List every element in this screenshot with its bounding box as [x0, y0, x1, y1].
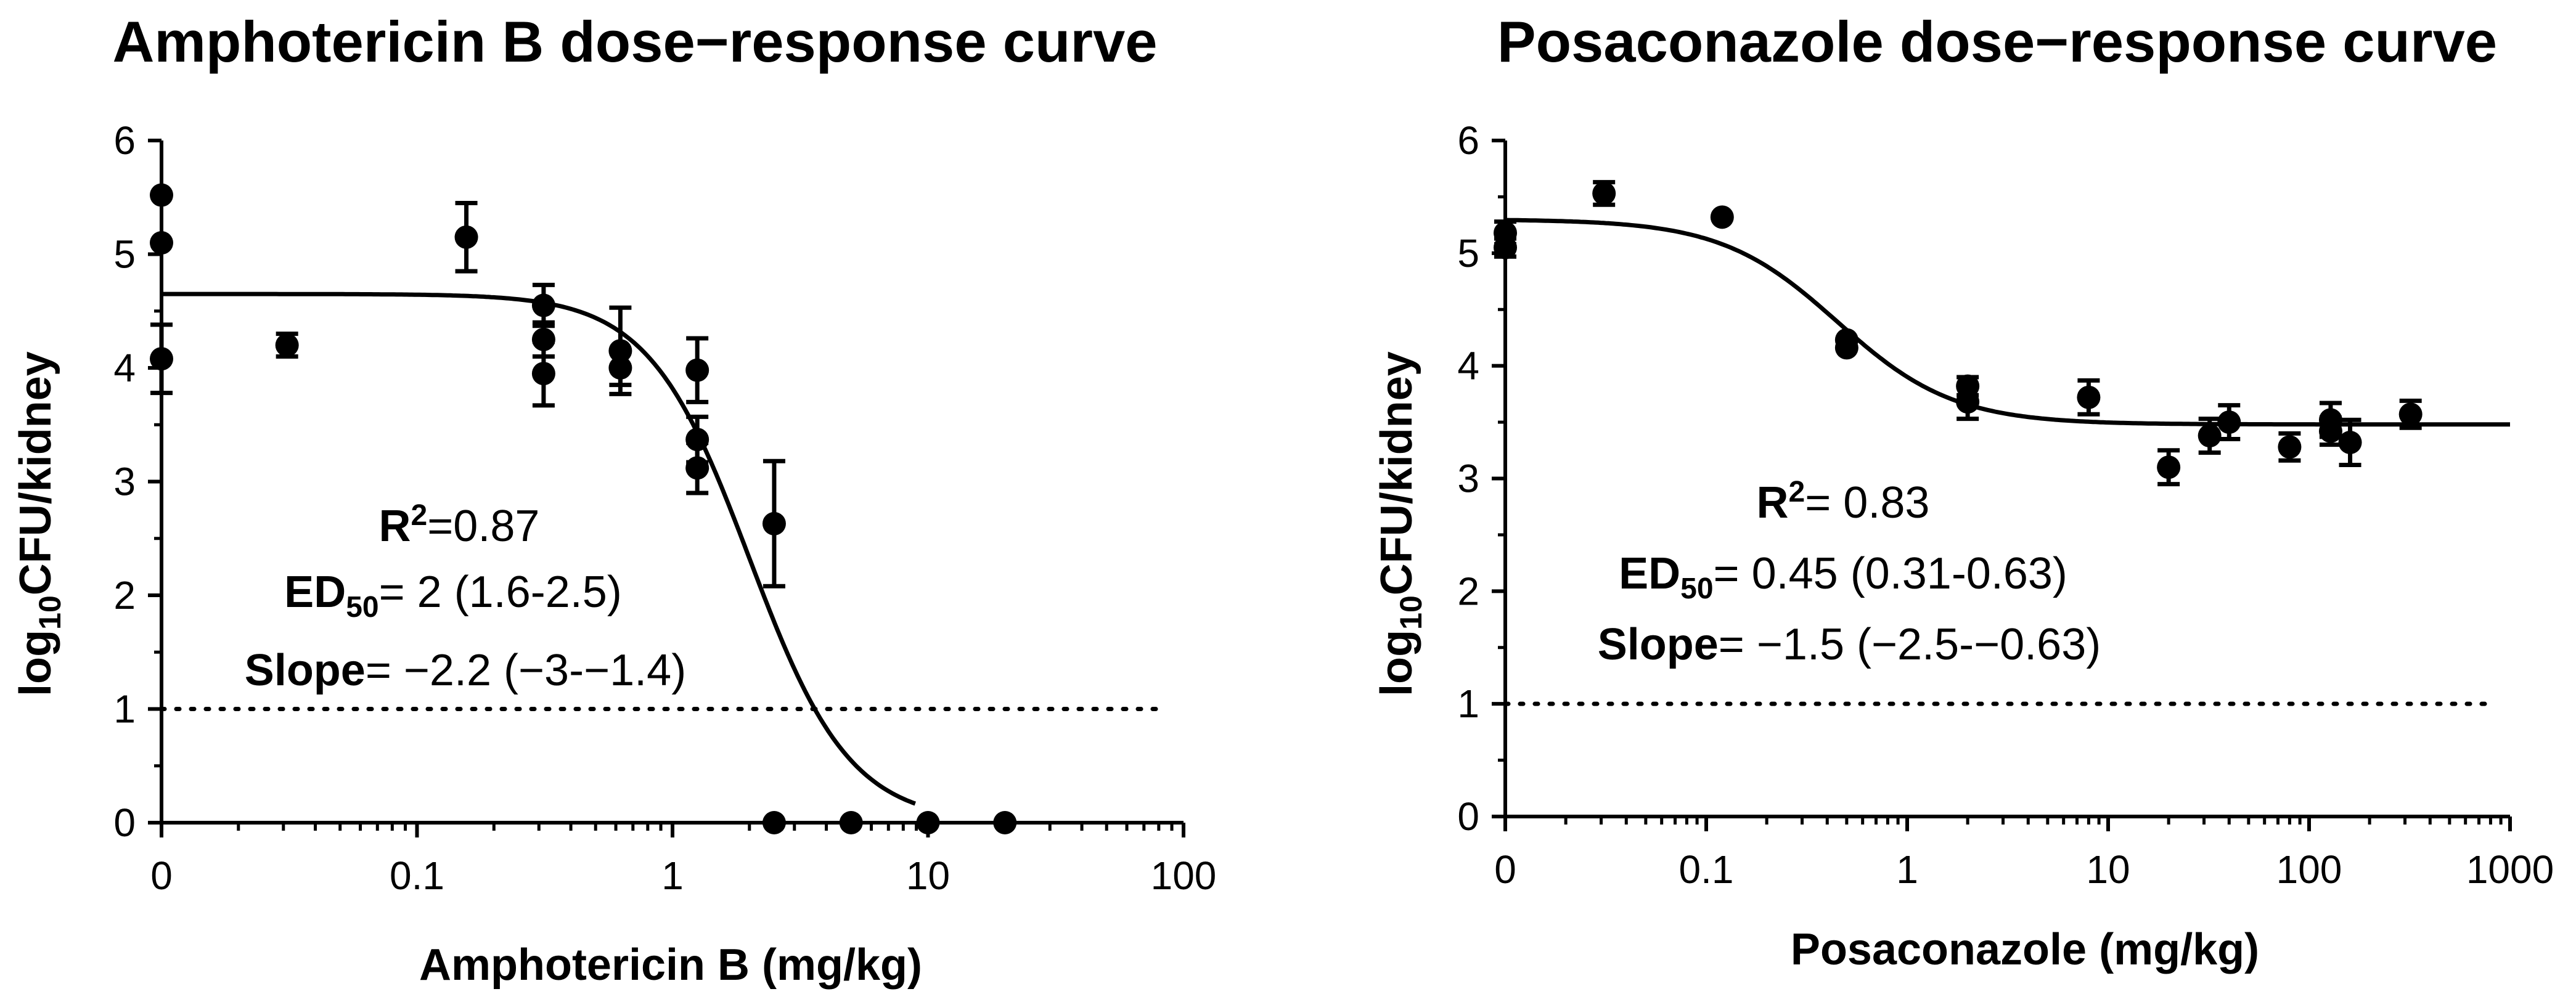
y-tick-label: 5 — [113, 232, 136, 277]
x-tick-label: 10 — [906, 853, 950, 898]
y-tick-label: 2 — [1457, 569, 1479, 613]
data-point — [2278, 435, 2302, 459]
data-point — [916, 811, 940, 834]
y-tick-label: 0 — [113, 800, 136, 845]
data-point — [454, 225, 478, 249]
data-point — [2217, 410, 2241, 434]
data-point — [762, 511, 786, 536]
x-tick-label: 10 — [2086, 847, 2130, 892]
data-point — [150, 231, 173, 255]
x-tick-label: 0 — [1494, 847, 1516, 892]
data-point — [1956, 390, 1980, 414]
data-point — [2318, 419, 2342, 443]
data-point — [685, 428, 709, 452]
data-point — [1710, 205, 1734, 229]
r-squared-annotation: R2= 0.83 — [1757, 476, 1930, 527]
y-tick-label: 1 — [1457, 682, 1479, 726]
y-tick-label: 1 — [113, 687, 136, 731]
y-tick-label: 3 — [1457, 457, 1479, 501]
y-axis-label: log10CFU/kidney — [1372, 351, 1428, 696]
data-point — [762, 811, 786, 834]
data-point — [685, 456, 709, 480]
y-tick-label: 6 — [113, 118, 136, 163]
slope-annotation: Slope= −1.5 (−2.5-−0.63) — [1598, 620, 2101, 669]
y-tick-label: 2 — [113, 573, 136, 617]
data-point — [608, 356, 632, 380]
y-tick-label: 3 — [113, 460, 136, 504]
y-tick-label: 0 — [1457, 794, 1479, 839]
amphotericin-chart: Amphotericin B dose−response curve log10… — [11, 9, 1216, 990]
data-point — [839, 811, 863, 834]
slope-annotation: Slope= −2.2 (−3-−1.4) — [245, 646, 686, 695]
x-tick-label: 100 — [2276, 847, 2342, 892]
plot-area: 0 1 2 3 4 5 6 0 0.1 1 10 100 1000 — [1457, 118, 2554, 892]
x-tick-label: 0.1 — [390, 853, 444, 898]
x-tick-label: 1 — [661, 853, 684, 898]
data-point — [531, 293, 555, 317]
data-point — [993, 811, 1017, 834]
y-tick-label: 5 — [1457, 231, 1479, 275]
data-point — [2198, 424, 2222, 448]
y-tick-label: 4 — [113, 346, 136, 390]
ed50-annotation: ED50= 2 (1.6-2.5) — [284, 568, 622, 624]
data-point — [2338, 430, 2362, 454]
data-point — [685, 358, 709, 382]
x-tick-label: 1000 — [2466, 847, 2554, 892]
x-tick-label: 1 — [1896, 847, 1918, 892]
x-tick-label: 100 — [1151, 853, 1217, 898]
x-axis-label: Posaconazole (mg/kg) — [1791, 925, 2259, 974]
fit-curve — [1505, 218, 2510, 427]
chart-title: Posaconazole dose−response curve — [1497, 9, 2497, 74]
y-axis-label: log10CFU/kidney — [11, 351, 67, 696]
data-point — [1494, 235, 1517, 259]
data-point — [2157, 455, 2181, 479]
x-axis-label: Amphotericin B (mg/kg) — [419, 940, 922, 990]
chart-title: Amphotericin B dose−response curve — [112, 9, 1157, 74]
data-point — [2077, 385, 2101, 409]
y-tick-label: 6 — [1457, 118, 1479, 163]
x-tick-label: 0.1 — [1679, 847, 1734, 892]
posaconazole-chart: Posaconazole dose−response curve log10CF… — [1372, 9, 2554, 974]
data-point — [150, 183, 173, 207]
r-squared-annotation: R2=0.87 — [379, 499, 540, 551]
data-point — [275, 333, 299, 357]
data-point — [531, 327, 555, 351]
data-point — [150, 347, 173, 371]
data-point — [531, 362, 555, 386]
ed50-annotation: ED50= 0.45 (0.31-0.63) — [1619, 549, 2067, 605]
x-tick-label: 0 — [150, 853, 173, 898]
data-point — [2398, 402, 2423, 426]
data-point — [1592, 181, 1616, 205]
data-point — [1834, 336, 1858, 360]
plot-area: 0 1 2 3 4 5 6 0 0.1 1 10 100 — [113, 118, 1216, 898]
y-tick-label: 4 — [1457, 344, 1479, 388]
